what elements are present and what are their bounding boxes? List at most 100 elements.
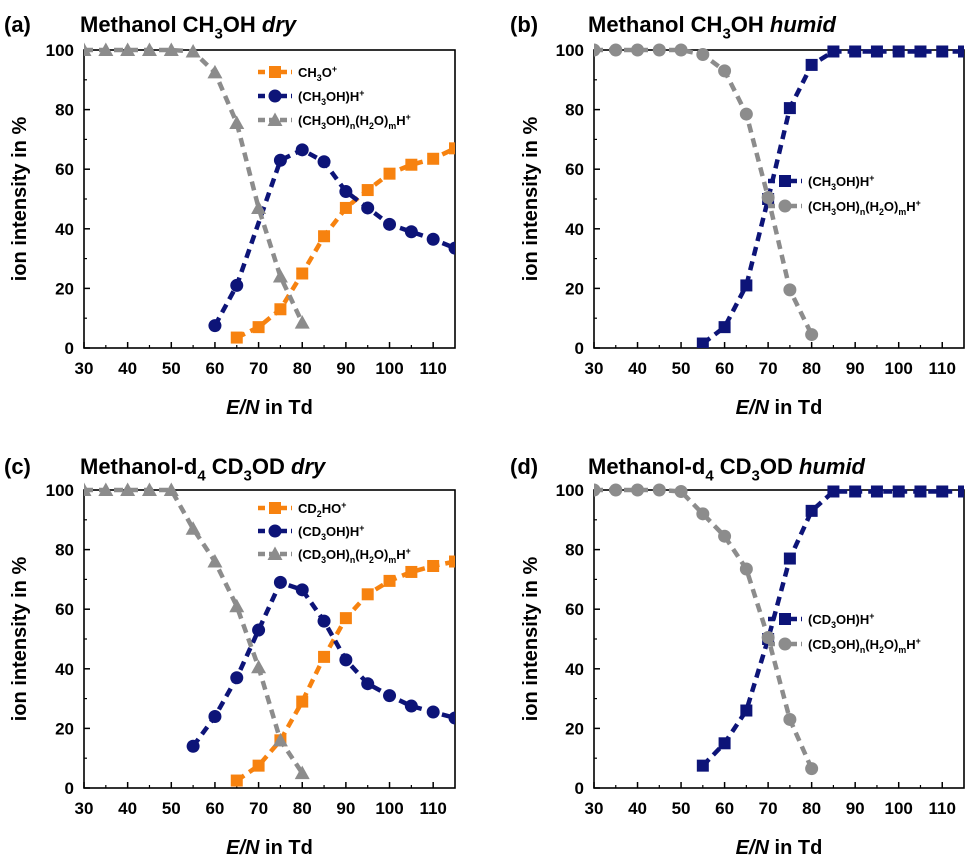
y-tick-label: 100 [46,41,74,60]
data-point [273,153,287,167]
data-point [163,42,179,56]
data-point [674,484,688,498]
data-point [230,278,244,292]
data-point [405,565,418,578]
panel-title-part: OD [760,454,799,479]
data-point [229,115,245,130]
legend-entry-part: OH) [326,113,350,128]
data-point [383,574,396,587]
x-tick-label: 50 [162,799,181,818]
plot-frame [83,49,456,349]
data-point [696,47,710,61]
data-point [849,485,862,498]
legend-entry-part: OH) [326,547,350,562]
legend-entry-part: OH)H [836,174,869,189]
legend-entry-part: 3 [321,532,326,542]
y-tick-label: 40 [565,220,584,239]
panel-title-part: dry [262,12,298,37]
x-axis-label-part: in Td [769,837,822,856]
panel-label: (d) [510,454,538,479]
data-point [141,42,157,56]
panel-title-part: 3 [244,468,252,485]
legend-marker [268,524,282,538]
data-point [185,521,201,535]
legend-entry-part: 2 [879,645,884,655]
panel-title-part: dry [291,454,327,479]
panel-title-part: Methanol CH [80,12,214,37]
data-point [805,58,818,71]
data-point [739,107,753,121]
panel-title: Methanol-d4 CD3OD humid [588,454,866,485]
data-point [594,43,601,57]
legend-entry-part: + [916,198,921,208]
legend-entry: CD2HO+ [298,500,346,519]
x-tick-label: 80 [802,359,821,378]
data-point [718,64,732,78]
data-point [426,232,440,246]
data-point [761,631,775,645]
legend-entry-part: 2 [879,207,884,217]
series-group [84,482,455,787]
data-point [163,482,179,496]
y-tick-label: 20 [55,719,74,738]
data-point [186,739,200,753]
data-point [740,704,753,717]
data-point [84,482,92,496]
legend-entry-part: 3 [831,645,836,655]
data-point [339,612,352,625]
data-point [426,705,440,719]
data-point [383,167,396,180]
x-tick-label: 100 [375,359,403,378]
legend-marker [268,89,282,103]
legend-entry-part: CD [298,501,317,516]
data-point [696,507,710,521]
data-point [296,267,309,280]
legend-entry-part: m [898,207,906,217]
panel-title-part: humid [770,12,837,37]
series-line [594,47,814,336]
y-tick-label: 80 [55,101,74,120]
data-point [295,583,309,597]
data-point [120,482,136,496]
series-line [235,559,455,783]
x-tick-label: 60 [205,799,224,818]
data-point [783,283,797,297]
panel-title-part: Methanol-d [80,454,197,479]
y-tick-label: 20 [565,279,584,298]
x-tick-label: 90 [846,359,865,378]
legend-entry-part: + [359,88,364,98]
x-axis-label-part: in Td [260,397,313,419]
y-axis-label: ion intensity in % [520,117,542,282]
legend-marker [778,199,792,213]
data-point [339,201,352,214]
legend-entry-part: H [396,113,405,128]
y-tick-label: 0 [65,779,74,798]
legend-entry-part: (H [355,547,369,562]
x-axis-label: E/N in Td [736,837,823,856]
legend-entry-part: O) [374,547,388,562]
legend-entry-part: (H [865,199,879,214]
data-point [230,331,243,344]
x-tick-label: 110 [419,359,446,378]
legend-entry-part: 3 [317,73,322,83]
panel-title-part: humid [799,454,866,479]
x-tick-label: 50 [672,359,691,378]
legend-entry: (CD3OH)n(H2O)mH+ [298,546,411,565]
data-point [251,200,267,214]
legend-entry-part: + [406,112,411,122]
data-point [914,485,927,498]
x-axis-label: E/N in Td [736,397,823,419]
legend-entry-part: 3 [831,620,836,630]
x-tick-label: 110 [419,799,446,818]
data-point [739,562,753,576]
legend-entry-part: OH)H [836,612,869,627]
data-point [251,659,267,674]
x-tick-label: 70 [759,359,778,378]
data-point [317,155,331,169]
data-point [631,43,645,57]
data-point [230,671,244,685]
legend-entry-part: 2 [369,121,374,131]
data-point [958,485,964,498]
data-point [207,64,223,79]
